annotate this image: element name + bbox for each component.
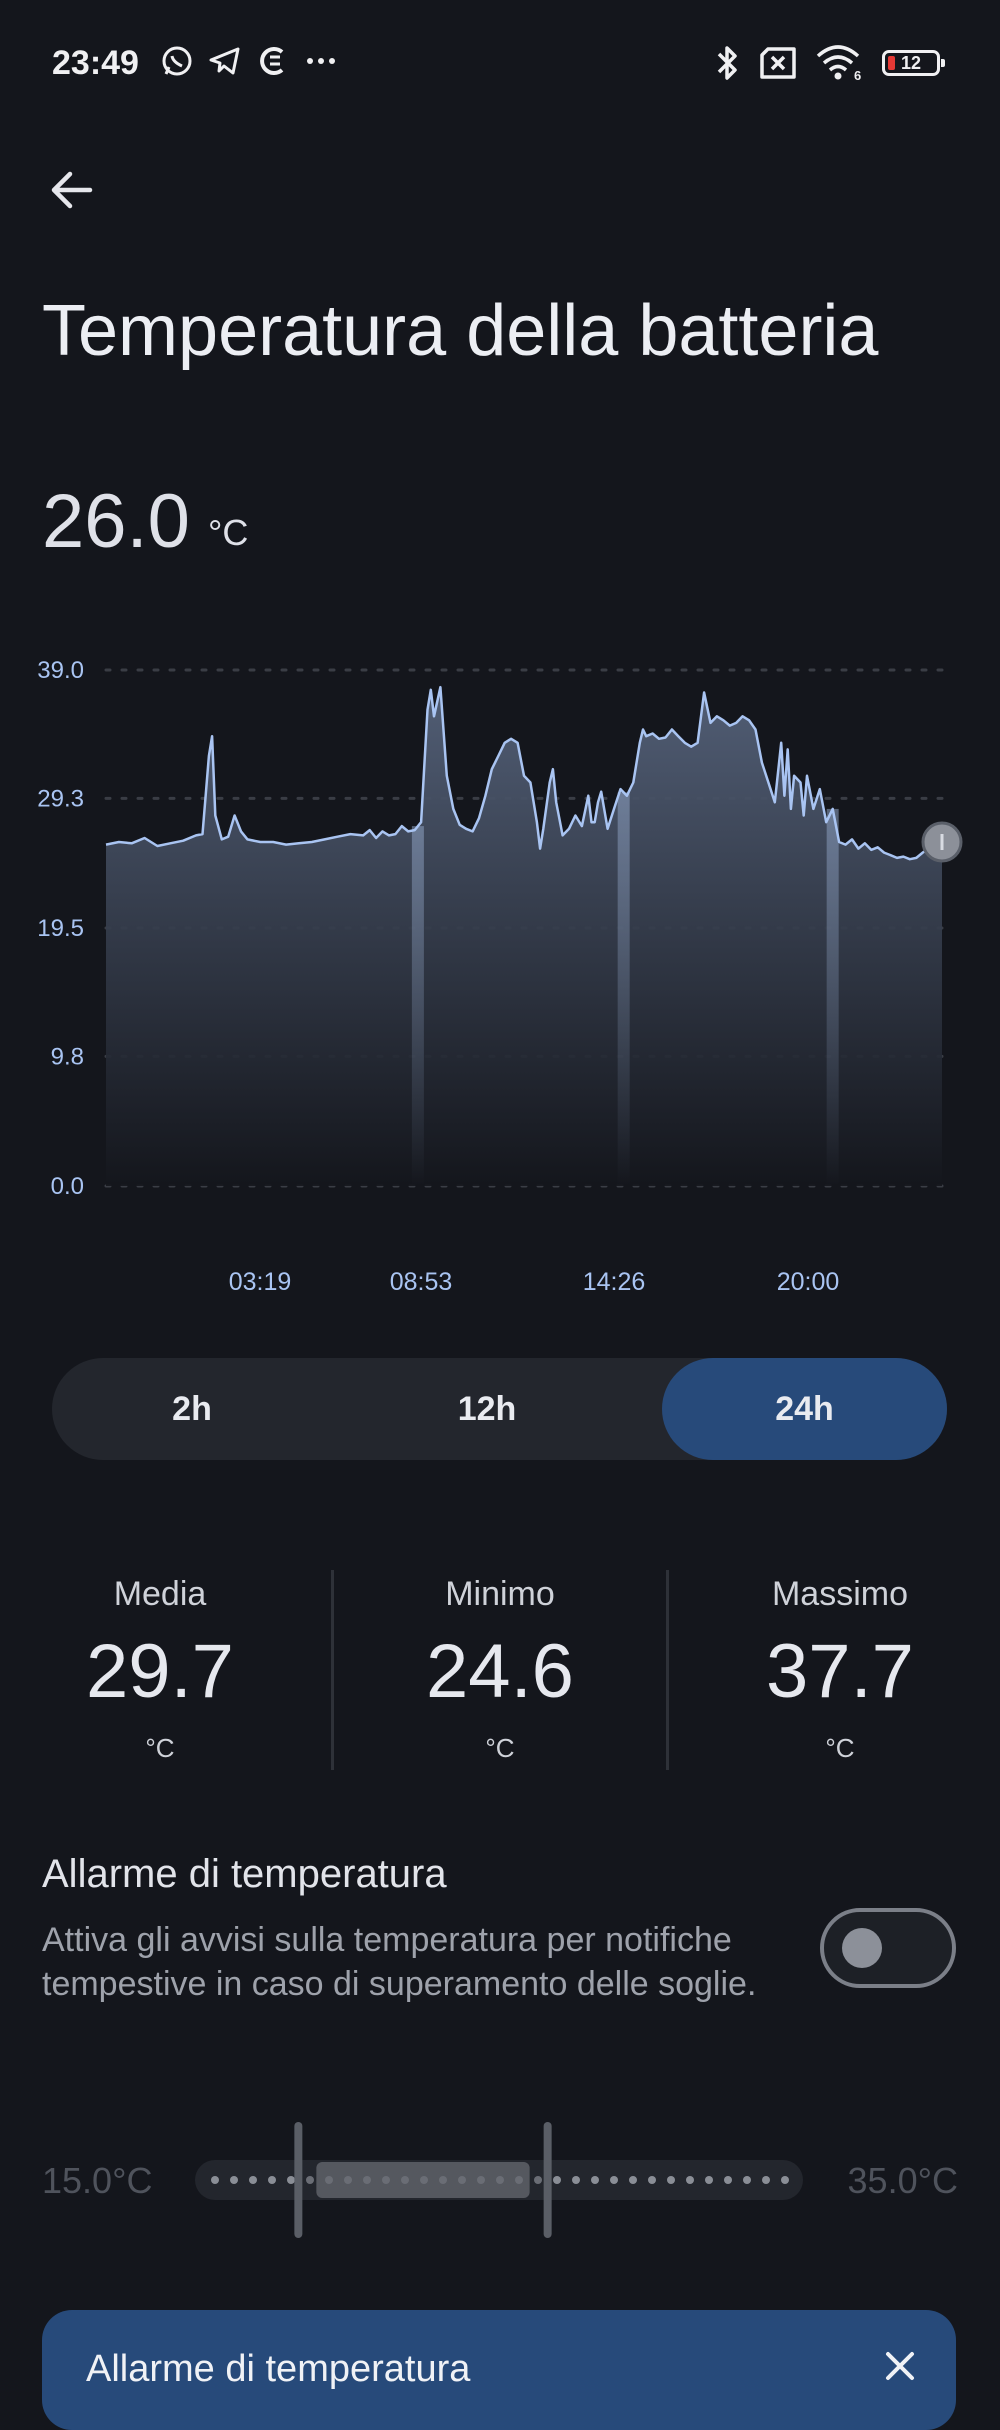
tab-24h[interactable]: 24h (662, 1358, 947, 1460)
stat-maximum-label: Massimo (771, 1575, 909, 1613)
range-tick-dot (553, 2176, 561, 2184)
time-range-selector: 2h 12h 24h (52, 1358, 947, 1460)
stat-maximum-value: 37.7 (766, 1629, 914, 1714)
alarm-title: Allarme di temperatura (42, 1852, 447, 1896)
temperature-line (105, 685, 944, 861)
range-tick-dot (591, 2176, 599, 2184)
x-tick-label: 20:00 (777, 1268, 840, 1296)
y-tick-label: 0.0 (51, 1173, 84, 1200)
stat-average-unit: °C (145, 1733, 175, 1763)
stat-maximum: Massimo 37.7 °C (690, 1575, 990, 1764)
range-tick-dot (515, 2176, 523, 2184)
range-tick-dot (667, 2176, 675, 2184)
alarm-banner[interactable]: Allarme di temperatura (42, 2310, 956, 2430)
stat-average-label: Media (113, 1575, 207, 1613)
highlight-band (826, 808, 839, 1186)
stat-average-value: 29.7 (86, 1629, 234, 1714)
range-min-handle[interactable] (294, 2122, 303, 2238)
y-tick-label: 39.0 (37, 657, 84, 684)
more-dots-icon (307, 58, 335, 64)
stat-divider (331, 1570, 334, 1770)
range-max-handle[interactable] (543, 2122, 552, 2238)
highlight-band (411, 826, 424, 1186)
battery-icon: 12 (882, 50, 945, 76)
range-tick-dot (420, 2176, 428, 2184)
highlight-band (617, 792, 630, 1186)
battery-level: 12 (900, 53, 922, 73)
no-sim-icon (760, 47, 796, 79)
wifi-6-icon: 6 (816, 45, 861, 82)
status-time: 23:49 (52, 44, 139, 82)
range-tick-dot (724, 2176, 732, 2184)
range-tick-dot (648, 2176, 656, 2184)
range-max-label: 35.0°C (847, 2160, 958, 2201)
range-tick-dot (382, 2176, 390, 2184)
stat-minimum: Minimo 24.6 °C (350, 1575, 650, 1764)
range-tick-dot (439, 2176, 447, 2184)
arrow-back-icon[interactable] (42, 160, 102, 220)
status-system-icons: 6 12 (714, 44, 945, 82)
y-tick-label: 9.8 (51, 1043, 84, 1070)
range-tick-dot (629, 2176, 637, 2184)
current-temperature-value: 26.0 (42, 479, 190, 564)
range-tick-dot (306, 2176, 314, 2184)
range-tick-dot (610, 2176, 618, 2184)
stat-maximum-unit: °C (825, 1733, 855, 1763)
range-tick-dot (781, 2176, 789, 2184)
range-tick-dot (458, 2176, 466, 2184)
y-tick-label: 29.3 (37, 785, 84, 812)
toggle-knob (842, 1928, 882, 1968)
x-tick-label: 03:19 (229, 1268, 292, 1296)
y-tick-label: 19.5 (37, 915, 84, 942)
range-tick-dot (325, 2176, 333, 2184)
range-tick-dot (705, 2176, 713, 2184)
range-tick-dot (211, 2176, 219, 2184)
stat-minimum-value: 24.6 (426, 1629, 574, 1714)
alarm-description: Attiva gli avvisi sulla temperatura per … (42, 1921, 757, 2003)
range-tick-dot (363, 2176, 371, 2184)
stat-minimum-label: Minimo (445, 1575, 555, 1613)
current-temperature-unit: °C (208, 512, 249, 553)
banner-title: Allarme di temperatura (86, 2348, 471, 2390)
bluetooth-icon (717, 46, 737, 80)
temperature-range-slider[interactable] (195, 2122, 803, 2238)
telegram-icon (209, 47, 240, 75)
range-tick-dot (477, 2176, 485, 2184)
x-tick-label: 08:53 (390, 1268, 453, 1296)
range-tick-dot (572, 2176, 580, 2184)
stat-average: Media 29.7 °C (10, 1575, 310, 1764)
x-tick-label: 14:26 (583, 1268, 646, 1296)
whatsapp-icon (162, 46, 192, 76)
close-icon[interactable] (880, 2346, 920, 2386)
range-tick-dot (534, 2176, 542, 2184)
range-tick-dot (762, 2176, 770, 2184)
range-min-label: 15.0°C (42, 2160, 153, 2201)
range-tick-dot (401, 2176, 409, 2184)
chart-area (106, 687, 942, 1186)
tab-2h[interactable]: 2h (172, 1390, 212, 1428)
range-tick-dot (344, 2176, 352, 2184)
range-tick-dot (686, 2176, 694, 2184)
status-app-icons (160, 44, 338, 78)
svg-text:6: 6 (854, 68, 861, 82)
stat-minimum-unit: °C (485, 1733, 515, 1763)
app-icon (260, 47, 284, 75)
stat-divider (666, 1570, 669, 1770)
page-title: Temperatura della batteria (42, 291, 879, 371)
range-tick-dot (743, 2176, 751, 2184)
range-tick-dot (496, 2176, 504, 2184)
range-tick-dot (268, 2176, 276, 2184)
tab-12h[interactable]: 12h (457, 1390, 517, 1428)
range-tick-dot (287, 2176, 295, 2184)
range-tick-dot (249, 2176, 257, 2184)
alarm-toggle[interactable] (820, 1908, 956, 1988)
range-tick-dot (230, 2176, 238, 2184)
temperature-chart[interactable]: 39.0 29.3 19.5 9.8 0.0 03:19 08:53 14:26 20:00 (0, 640, 1000, 1320)
